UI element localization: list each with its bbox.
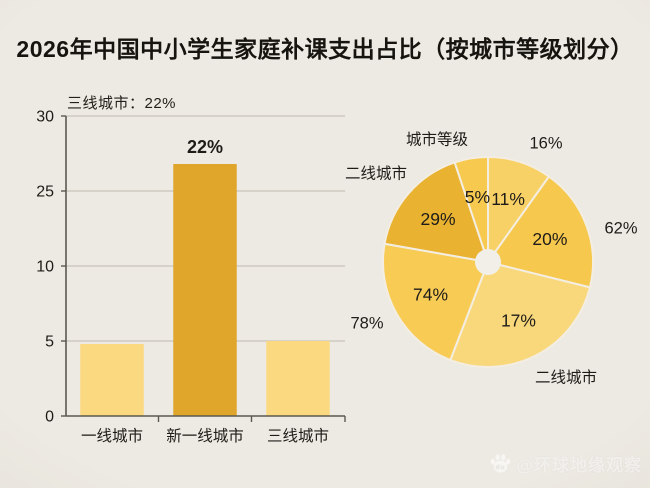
- x-category-label: 一线城市: [81, 427, 143, 445]
- pie-slice-label: 20%: [532, 229, 567, 249]
- pie-chart: 11% 20% 17% 74% 29% 5% 城市等级 16% 二线城市 62% 78% 二线城市: [345, 131, 638, 387]
- pie-outside-label: 78%: [350, 315, 383, 333]
- x-category-label: 三线城市: [267, 427, 329, 445]
- bar-chart: 一线城市 22% 新一线城市 三线城市 0 5 10 25 30: [36, 109, 346, 445]
- y-tick-label: 5: [45, 334, 54, 351]
- pie-slice-2: [449, 261, 591, 368]
- pie-slice-label: 74%: [413, 284, 448, 304]
- pie-slice-5: [453, 156, 489, 263]
- pie-slice-3: [382, 242, 489, 362]
- bar-2: [266, 341, 330, 416]
- pie-slice-1: [487, 175, 594, 289]
- pie-outside-label: 城市等级: [406, 131, 468, 149]
- y-tick-label: 10: [36, 259, 54, 276]
- bar-annotation: 三线城市：22%: [67, 95, 177, 112]
- pie-outside-label: 16%: [529, 135, 562, 153]
- pie-outside-label: 二线城市: [345, 165, 407, 183]
- pie-slice-label: 11%: [491, 189, 525, 209]
- bar-0: [80, 344, 144, 416]
- pie-outside-label: 二线城市: [535, 369, 597, 387]
- bar-1: [173, 164, 237, 416]
- y-tick-label: 25: [36, 184, 54, 201]
- page-title: 2026年中国中小学生家庭补课支出占比（按城市等级划分）: [16, 36, 634, 62]
- pie-slice-label: 29%: [420, 209, 455, 229]
- x-category-label: 新一线城市: [166, 427, 244, 445]
- pie-slice-label: 5%: [465, 187, 490, 207]
- y-tick-label: 0: [45, 409, 54, 426]
- bar-value-label: 22%: [187, 137, 223, 157]
- donut-hole: [475, 249, 501, 275]
- y-tick-label: 30: [36, 109, 54, 126]
- pie-slice-label: 17%: [501, 311, 536, 331]
- pie-outside-label: 62%: [604, 220, 637, 238]
